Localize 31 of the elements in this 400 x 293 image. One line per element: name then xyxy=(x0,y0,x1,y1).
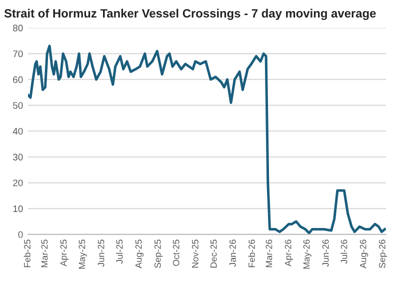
y-tick-label: 70 xyxy=(13,50,23,58)
x-tick-label: Aug-26 xyxy=(360,240,368,268)
y-tick-label: 40 xyxy=(12,128,23,135)
x-tick-label: Sep-25 xyxy=(154,240,163,268)
x-tick-label: Jul-25 xyxy=(116,240,123,264)
x-tick-label: Nov-25 xyxy=(192,240,198,268)
y-tick-label: 50 xyxy=(13,102,23,109)
y-tick-label: 20 xyxy=(13,180,23,186)
x-tick-label: Feb-25 xyxy=(24,240,30,268)
x-tick-label: Jun-25 xyxy=(98,240,104,267)
y-tick-label: 80 xyxy=(13,24,23,32)
y-tick-label: 60 xyxy=(13,76,23,83)
y-tick-label: 0 xyxy=(18,231,23,238)
x-tick-label: May-25 xyxy=(78,240,87,269)
x-tick-label: Dec-25 xyxy=(210,240,217,268)
x-tick-label: Oct-25 xyxy=(172,240,180,266)
x-tick-label: Apr-25 xyxy=(60,240,68,266)
x-tick-label: Aug-25 xyxy=(135,240,144,268)
x-tick-label: Feb-26 xyxy=(248,240,255,268)
x-tick-label: Jul-26 xyxy=(340,240,348,264)
y-tick-label: 30 xyxy=(12,154,23,160)
x-tick-label: Sep-26 xyxy=(378,240,388,268)
x-tick-label: Jun-26 xyxy=(322,240,329,267)
y-tick-label: 10 xyxy=(13,205,23,212)
x-tick-label: Apr-26 xyxy=(284,240,294,266)
x-tick-label: May-26 xyxy=(303,240,312,269)
chart-title: Strait of Hormuz Tanker Vessel Crossings - 7 day moving average xyxy=(4,8,376,20)
x-tick-label: Jan-26 xyxy=(229,240,236,267)
x-tick-label: Mar-26 xyxy=(266,240,272,268)
line-series xyxy=(28,44,386,234)
x-tick-label: Mar-25 xyxy=(41,240,48,268)
